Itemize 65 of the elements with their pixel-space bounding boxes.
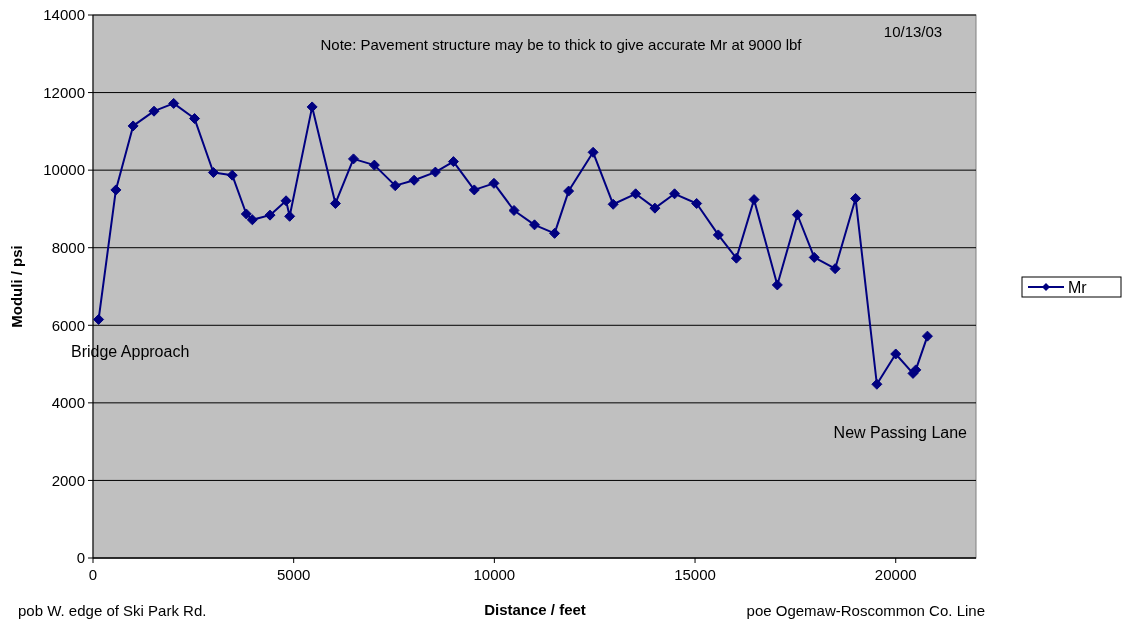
point (329, 198, 341, 209)
point (850, 192, 862, 204)
point (368, 159, 380, 171)
x-axis-title: Distance / feet (484, 601, 586, 618)
point (347, 153, 359, 165)
point (871, 378, 883, 390)
point (240, 208, 252, 220)
point (587, 146, 599, 158)
point (93, 313, 105, 325)
text: pob W. edge of Ski Park Rd. (18, 602, 207, 619)
point (246, 214, 258, 226)
point (280, 195, 292, 207)
point (649, 202, 661, 214)
x-tick-label: 15000 (674, 566, 716, 583)
y-tick-label: 14000 (43, 6, 85, 24)
y-tick-label: 4000 (51, 394, 85, 412)
point (468, 184, 480, 196)
point (148, 105, 160, 117)
point (264, 209, 276, 221)
x-tick-label: 0 (88, 566, 98, 583)
legend-label: Mr (1068, 278, 1088, 296)
point (284, 210, 296, 222)
x-tick-label: 20000 (874, 566, 917, 583)
y-axis-title: Moduli / psi (8, 245, 25, 328)
point (189, 113, 201, 125)
point (730, 252, 742, 264)
point (748, 194, 760, 206)
point (429, 166, 441, 178)
point (829, 263, 841, 275)
point (630, 188, 642, 200)
y-tick-label: 12000 (43, 83, 85, 101)
point (110, 184, 122, 196)
point (808, 251, 820, 263)
point (771, 279, 783, 291)
point (226, 169, 238, 181)
point (607, 198, 619, 210)
point (712, 229, 724, 241)
annotation: Note: Pavement structure may be to thick to give accurate Mr at 9000 lbf (320, 36, 803, 53)
point (127, 120, 139, 132)
y-tick-label: 8000 (51, 238, 85, 256)
x-tick-label: 5000 (276, 566, 311, 583)
point (168, 97, 180, 109)
y-tick-label: 2000 (51, 471, 85, 489)
point (669, 188, 681, 200)
point (549, 227, 561, 239)
point (207, 166, 219, 178)
point (389, 180, 401, 192)
text: poe Ogemaw-Roscommon Co. Line (746, 602, 985, 619)
point (921, 330, 933, 342)
y-tick-label: 0 (76, 549, 85, 567)
point (563, 185, 575, 197)
point (529, 219, 540, 231)
point (691, 198, 703, 209)
point (306, 101, 318, 113)
y-tick-label: 10000 (43, 161, 85, 179)
point (791, 209, 803, 221)
point (488, 177, 500, 189)
point (408, 174, 420, 186)
point (890, 348, 902, 360)
y-tick-label: 6000 (51, 316, 85, 334)
point (508, 204, 520, 216)
annotation: New Passing Lane (833, 424, 968, 441)
annotation: 10/13/03 (883, 23, 943, 40)
x-tick-label: 10000 (473, 566, 516, 583)
point (447, 156, 459, 168)
